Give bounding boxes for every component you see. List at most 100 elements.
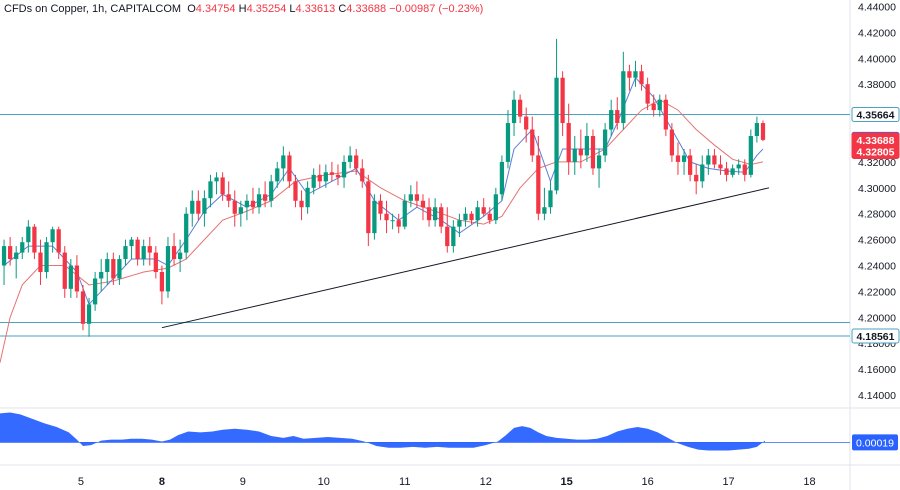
candle — [238, 200, 243, 227]
price-tick-label: 4.26000 — [858, 235, 896, 247]
candle-body — [469, 213, 474, 221]
candle-body — [645, 84, 650, 104]
candle-body — [499, 161, 505, 195]
candle-body — [439, 207, 444, 227]
candle — [171, 233, 177, 266]
candle — [305, 181, 310, 214]
candle-body — [74, 265, 80, 292]
candle-body — [451, 226, 456, 247]
candle — [700, 155, 705, 188]
low-label: L — [289, 3, 296, 15]
time-tick-label: 15 — [561, 476, 573, 488]
candle-body — [135, 239, 140, 260]
candle — [675, 142, 681, 175]
time-tick-label: 12 — [480, 476, 492, 488]
candle-body — [184, 213, 189, 253]
candle-body — [323, 172, 328, 182]
candle-body — [505, 123, 511, 162]
candle — [226, 181, 231, 208]
candle-body — [493, 194, 498, 221]
candle-body — [38, 252, 43, 272]
candle — [657, 94, 662, 117]
chart-header: CFDs on Copper, 1h, CAPITALCOM O4.34754 … — [4, 3, 483, 15]
candle — [99, 259, 104, 292]
candle — [86, 297, 92, 337]
candle-body — [669, 129, 675, 156]
candle — [754, 116, 760, 143]
candle — [414, 181, 420, 208]
candle-body — [627, 71, 632, 78]
candle-body — [159, 272, 165, 292]
candle — [123, 239, 128, 266]
candle — [590, 129, 596, 175]
trendline — [161, 187, 770, 329]
candle — [420, 194, 426, 221]
candle-body — [675, 155, 681, 162]
price-tick-label: 4.30000 — [858, 183, 896, 195]
candle-body — [117, 259, 122, 279]
candle — [505, 110, 511, 169]
candle-body — [305, 187, 310, 208]
candle-body — [578, 148, 583, 156]
price-tick-label: 4.14000 — [858, 390, 896, 402]
candle — [463, 207, 468, 227]
candle — [281, 146, 286, 182]
candle-body — [530, 129, 535, 156]
candle — [62, 246, 67, 298]
low-value: 4.33613 — [295, 3, 336, 15]
candle — [135, 237, 140, 266]
candle-body — [281, 155, 286, 169]
candle — [639, 64, 644, 91]
symbol-title: CFDs on Copper, 1h, CAPITALCOM — [4, 3, 182, 15]
candle-body — [50, 229, 55, 243]
candle-body — [730, 168, 735, 175]
candle-body — [590, 136, 596, 169]
candle-body — [639, 71, 644, 85]
candle — [68, 259, 73, 298]
candle — [669, 123, 675, 162]
candle-body — [426, 207, 432, 221]
candle-body — [548, 190, 553, 208]
candle-body — [694, 174, 699, 182]
candle-body — [390, 220, 395, 222]
price-tag — [851, 328, 900, 344]
time-tick-label: 5 — [78, 476, 84, 488]
candle-body — [657, 99, 662, 111]
price-tick-label: 4.32000 — [858, 157, 896, 169]
candle — [293, 174, 298, 208]
candle — [92, 272, 98, 311]
candle — [196, 190, 201, 221]
candle — [475, 200, 480, 227]
candle — [153, 246, 158, 279]
candle — [621, 51, 626, 130]
candle-body — [171, 246, 177, 260]
candle — [1, 239, 7, 285]
candle-body — [214, 177, 219, 182]
candle-body — [663, 99, 668, 130]
candle — [578, 129, 583, 169]
candle-body — [718, 164, 723, 169]
candle-body — [232, 200, 237, 214]
candle-body — [293, 181, 298, 201]
price-tick-label: 4.38000 — [858, 79, 896, 91]
candle-body — [299, 200, 304, 208]
candle-body — [269, 181, 274, 201]
candle-body — [536, 155, 541, 214]
price-tag-label: 4.35664 — [857, 109, 895, 121]
candle — [287, 151, 292, 188]
candle-body — [481, 207, 486, 214]
candle-body — [378, 200, 383, 214]
candle-body — [621, 71, 626, 124]
candle — [366, 174, 371, 247]
candle — [250, 187, 256, 214]
candle-body — [250, 200, 256, 208]
candle — [80, 284, 86, 331]
candle-body — [560, 77, 565, 124]
candle-body — [687, 155, 693, 175]
candle-body — [706, 155, 711, 165]
candle — [469, 211, 474, 225]
candle-body — [92, 278, 98, 305]
candle — [663, 94, 668, 136]
candle — [311, 168, 316, 195]
